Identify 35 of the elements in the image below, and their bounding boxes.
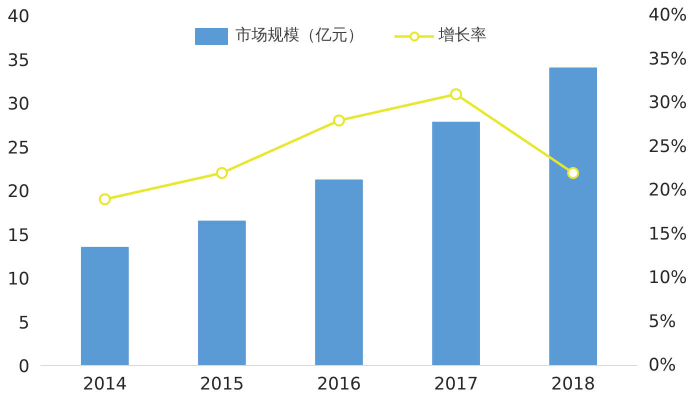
y2-tick-label: 15% (648, 224, 688, 244)
x-tick-label: 2018 (551, 374, 596, 394)
bar (315, 180, 363, 366)
y-tick-label: 40 (7, 7, 30, 27)
x-tick-label: 2014 (82, 374, 127, 394)
y-tick-label: 15 (7, 226, 30, 246)
point (450, 88, 462, 100)
point (98, 193, 111, 206)
y2-tick-label: 40% (648, 6, 688, 26)
y2-tick-label: 5% (648, 312, 676, 332)
point (333, 114, 345, 126)
y-tick-label: 20 (7, 182, 30, 202)
y-tick-label: 5 (18, 313, 30, 334)
legend-label: 增长率 (438, 25, 486, 46)
y2-tick-label: 10% (648, 268, 688, 288)
y-tick-label: 30 (7, 94, 30, 114)
y-tick-label: 10 (7, 270, 30, 290)
point (567, 167, 580, 179)
point (216, 167, 228, 179)
y-tick-label: 25 (7, 138, 30, 158)
x-tick-label: 2016 (316, 374, 362, 394)
y-tick-label: 0 (18, 357, 30, 377)
bar (432, 122, 480, 366)
x-tick-label: 2017 (434, 374, 478, 394)
bar (80, 246, 129, 366)
y-tick-label: 35 (7, 50, 30, 71)
y2-tick-label: 35% (648, 49, 688, 70)
y2-tick-label: 20% (648, 180, 688, 200)
legend-label: 市场规模（亿元） (236, 25, 364, 46)
bar (198, 220, 246, 366)
y2-tick-label: 30% (648, 93, 688, 113)
y2-tick-label: 0% (648, 356, 676, 376)
bar (549, 68, 598, 366)
y2-tick-label: 25% (648, 136, 688, 157)
x-tick-label: 2015 (200, 374, 244, 394)
